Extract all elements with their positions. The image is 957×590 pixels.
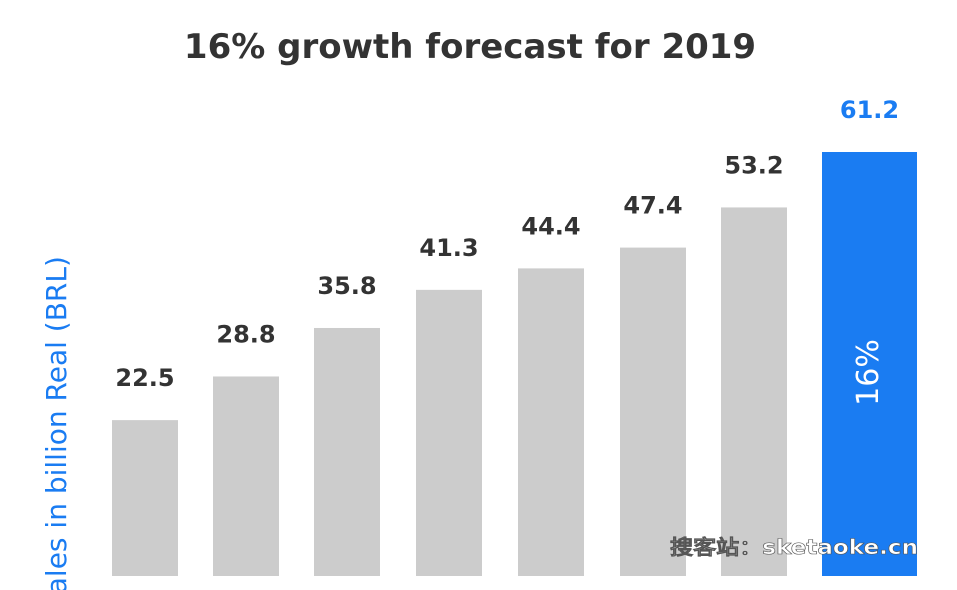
bar-3 [314, 327, 380, 576]
value-label-7: 53.2 [724, 151, 783, 179]
bar-5 [518, 268, 584, 576]
bar-6 [620, 247, 686, 576]
bars-group: 22.5 28.8 35.8 41.3 44.4 47.4 53.2 61.2 16% [112, 96, 917, 576]
value-label-4: 41.3 [419, 234, 478, 262]
highlight-growth-label: 16% [851, 339, 886, 406]
value-label-8: 61.2 [840, 96, 899, 124]
bar-2 [213, 376, 279, 576]
chart-title: 16% growth forecast for 2019 [184, 27, 756, 67]
value-label-6: 47.4 [623, 192, 682, 220]
value-label-2: 28.8 [216, 320, 275, 348]
y-axis-label: Sales in billion Real (BRL) [40, 256, 73, 590]
value-label-3: 35.8 [317, 272, 376, 300]
bar-highlight [822, 152, 917, 576]
value-label-5: 44.4 [521, 212, 580, 240]
bar-7 [721, 207, 787, 576]
watermark-text: 搜客站：sketaoke.cn [670, 535, 918, 559]
value-label-1: 22.5 [115, 364, 174, 392]
bar-1 [112, 420, 178, 576]
bar-4 [416, 289, 482, 576]
